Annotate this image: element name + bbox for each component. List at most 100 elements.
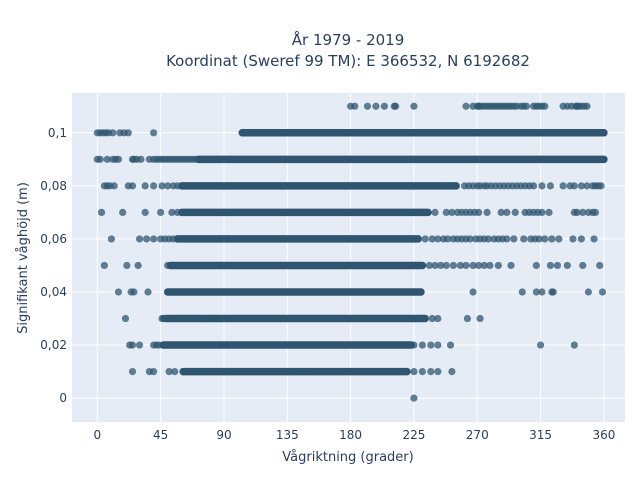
data-point [363, 102, 372, 110]
data-point [518, 288, 526, 296]
data-point [168, 208, 176, 216]
data-point [97, 208, 106, 216]
data-point [431, 208, 439, 216]
x-tick-label: 135 [276, 428, 299, 442]
data-point [213, 314, 221, 323]
data-point [541, 102, 549, 110]
data-point [161, 314, 169, 323]
data-point [549, 288, 557, 296]
data-point [392, 102, 400, 110]
data-point [276, 367, 284, 376]
data-point [503, 235, 511, 243]
data-point [449, 261, 457, 270]
x-axis-label: Vågriktning (grader) [282, 450, 413, 465]
data-point [164, 261, 172, 270]
data-point [207, 341, 215, 349]
data-point [484, 235, 493, 243]
data-point [221, 341, 229, 349]
data-point [150, 235, 158, 243]
data-point [553, 261, 562, 270]
data-point [437, 261, 445, 270]
plot-area [72, 93, 625, 422]
data-point [597, 182, 605, 190]
data-point [135, 341, 144, 349]
data-point [591, 208, 600, 216]
data-point [536, 341, 545, 349]
x-tick-label: 315 [529, 428, 552, 442]
data-point [282, 367, 290, 376]
data-point [532, 288, 540, 296]
data-point [507, 261, 515, 270]
y-tick-label: 0,08 [40, 179, 67, 193]
data-point [598, 288, 607, 296]
data-point [137, 155, 145, 163]
data-points [93, 102, 608, 402]
data-point [583, 102, 591, 110]
x-tick-labels: 0 45 90 135 180 225 270 315 360 [94, 428, 616, 442]
data-point [563, 261, 571, 270]
data-point [596, 261, 604, 270]
data-point [548, 235, 556, 243]
data-point [287, 367, 296, 376]
data-point [121, 314, 130, 323]
y-tick-label: 0,06 [40, 232, 67, 246]
y-tick-label: 0 [59, 391, 67, 405]
data-point [178, 341, 186, 349]
data-point [522, 102, 531, 110]
data-point [100, 261, 108, 270]
data-point [421, 235, 429, 243]
data-point [469, 261, 477, 270]
data-point [427, 367, 435, 376]
x-tick-label: 270 [466, 428, 489, 442]
data-point [124, 129, 132, 137]
y-tick-labels: 0 0,02 0,04 0,06 0,08 0,1 [40, 126, 67, 405]
data-point [545, 208, 553, 216]
data-point [142, 235, 151, 243]
data-point [434, 367, 442, 376]
data-point [463, 314, 472, 323]
data-point [135, 235, 144, 243]
data-point [573, 208, 581, 216]
chart-title-line2: Koordinat (Sweref 99 TM): E 366532, N 61… [166, 52, 530, 70]
data-point [462, 102, 470, 110]
data-point [532, 261, 540, 270]
data-point [410, 341, 418, 349]
data-point [456, 261, 464, 270]
x-tick-label: 0 [94, 428, 102, 442]
data-point [299, 367, 307, 376]
data-point [410, 367, 418, 376]
data-point [123, 261, 131, 270]
data-point [520, 235, 528, 243]
data-point [192, 155, 200, 163]
data-point [480, 261, 488, 270]
data-point [448, 367, 456, 376]
data-point [150, 129, 158, 137]
data-point [372, 102, 380, 110]
data-point [103, 155, 111, 163]
data-point [157, 208, 165, 216]
data-point [475, 261, 483, 270]
data-point [577, 182, 585, 190]
data-point [182, 367, 190, 376]
data-point [538, 208, 546, 216]
x-tick-label: 225 [402, 428, 425, 442]
data-point [583, 182, 591, 190]
data-point [119, 208, 127, 216]
data-point [158, 182, 166, 190]
data-point [444, 235, 452, 243]
data-point [570, 341, 578, 349]
data-point [462, 261, 470, 270]
data-point [141, 208, 149, 216]
data-point [410, 394, 418, 402]
data-point [109, 129, 117, 137]
y-tick-label: 0,04 [40, 285, 67, 299]
data-point [150, 182, 158, 190]
data-point [173, 182, 182, 190]
data-point [569, 235, 577, 243]
data-point [476, 314, 484, 323]
data-point [418, 367, 426, 376]
data-point [434, 314, 442, 323]
data-point [114, 155, 123, 163]
data-point [203, 314, 211, 323]
